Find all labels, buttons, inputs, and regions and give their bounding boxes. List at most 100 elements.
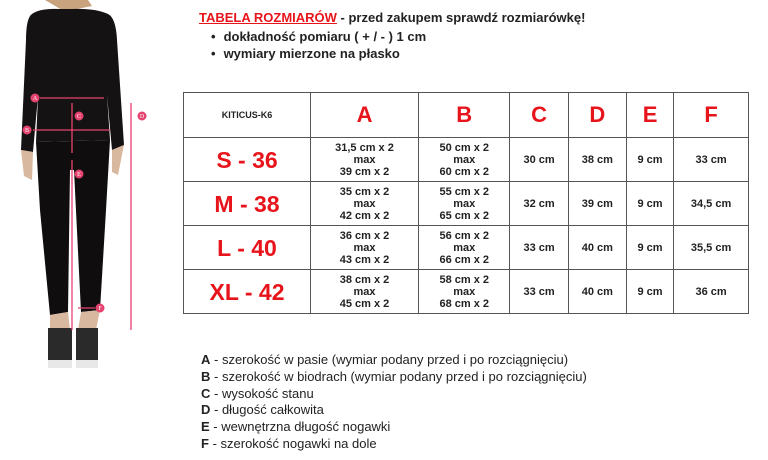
cell-line: 39 cm x 2 <box>339 165 390 178</box>
svg-text:C: C <box>77 114 81 120</box>
legend-text: - wewnętrzna długość nogawki <box>209 419 391 435</box>
marker-e <box>74 169 84 179</box>
cell-line: 45 cm x 2 <box>339 297 390 310</box>
cell-line: 55 cm x 2 <box>439 185 489 198</box>
table-row: L - 40 36 cm x 2 max 43 cm x 2 56 cm x 2 max 6… <box>183 225 749 270</box>
svg-text:F: F <box>98 306 102 312</box>
legend-item: C - wysokość stanu <box>201 386 587 403</box>
cell-b: 58 cm x 2 max 68 cm x 2 <box>418 269 511 314</box>
cell-f: 35,5 cm <box>673 225 749 270</box>
model-name: KITICUS-K6 <box>183 92 311 138</box>
marker-c <box>74 111 84 121</box>
cell-line: 58 cm x 2 <box>439 273 489 286</box>
legend-key: D <box>201 402 211 418</box>
size-label: XL - 42 <box>183 269 311 314</box>
cell-line: max <box>353 153 376 166</box>
size-label: M - 38 <box>183 181 311 226</box>
cell-c: 33 cm <box>509 225 569 270</box>
cell-d: 38 cm <box>567 137 627 182</box>
legend-text: - szerokość w biodrach (wymiar podany pr… <box>210 368 587 384</box>
sneaker-soles <box>48 360 98 368</box>
table-row: M - 38 35 cm x 2 max 42 cm x 2 55 cm x 2 max 6… <box>183 181 749 226</box>
legend-text: - długość całkowita <box>210 402 324 418</box>
col-a: A <box>309 92 420 138</box>
size-label: S - 36 <box>183 137 311 182</box>
cell-line: max <box>453 285 476 298</box>
measure-arrows <box>33 97 132 330</box>
cell-line: 31,5 cm x 2 <box>335 141 394 154</box>
cell-e: 9 cm <box>625 181 675 226</box>
leggings <box>36 140 110 315</box>
cell-b: 50 cm x 2 max 60 cm x 2 <box>418 137 511 182</box>
table-row: XL - 42 38 cm x 2 max 45 cm x 2 58 cm x 2 max… <box>183 269 749 314</box>
legend-key: E <box>201 419 210 435</box>
cell-line: max <box>353 285 376 298</box>
model-figure: A B C D E F <box>21 0 147 368</box>
legend-item: A - szerokość w pasie (wymiar podany prz… <box>201 352 587 369</box>
cell-line: max <box>353 241 376 254</box>
size-chart-title: TABELA ROZMIARÓW <box>199 10 337 25</box>
cell-c: 33 cm <box>509 269 569 314</box>
cell-a: 36 cm x 2 max 43 cm x 2 <box>309 225 420 270</box>
col-d: D <box>567 92 627 138</box>
table-header-row: KITICUS-K6 A B C D E F <box>183 92 749 138</box>
ankles <box>50 310 100 332</box>
cell-b: 55 cm x 2 max 65 cm x 2 <box>418 181 511 226</box>
cell-line: 50 cm x 2 <box>439 141 489 154</box>
cell-line: 38 cm x 2 <box>339 273 390 286</box>
hands <box>21 145 124 180</box>
cell-line: max <box>453 197 476 210</box>
bullet-accuracy: dokładność pomiaru ( + / - ) 1 cm <box>211 29 427 44</box>
legend-text: - szerokość nogawki na dole <box>208 435 377 451</box>
col-f: F <box>673 92 749 138</box>
legend-key: A <box>201 352 211 367</box>
cell-f: 36 cm <box>673 269 749 314</box>
cell-c: 32 cm <box>509 181 569 226</box>
legend-item: F - szerokość nogawki na dole <box>201 436 587 453</box>
bullet-flat: wymiary mierzone na płasko <box>211 46 400 61</box>
cell-e: 9 cm <box>625 225 675 270</box>
legend-item: E - wewnętrzna długość nogawki <box>201 419 587 436</box>
cell-line: 43 cm x 2 <box>339 253 390 266</box>
cell-line: 42 cm x 2 <box>339 209 390 222</box>
marker-f <box>95 303 105 313</box>
cell-d: 40 cm <box>567 269 627 314</box>
header-subtitle: - przed zakupem sprawdź rozmiarówkę! <box>336 10 586 25</box>
cell-line: 60 cm x 2 <box>439 165 489 178</box>
size-label: L - 40 <box>183 225 311 270</box>
cell-line: max <box>453 241 476 254</box>
sweater <box>21 8 124 152</box>
cell-line: 68 cm x 2 <box>439 297 489 310</box>
sneakers <box>48 328 98 368</box>
legend-key: F <box>201 435 209 451</box>
svg-text:B: B <box>25 128 29 134</box>
legend-key: C <box>201 385 211 401</box>
cell-line: max <box>453 153 476 166</box>
svg-text:E: E <box>77 172 81 178</box>
col-c: C <box>509 92 569 138</box>
cell-line: 36 cm x 2 <box>339 229 390 242</box>
header-title: TABELA ROZMIARÓW - przed zakupem sprawdź… <box>199 10 585 25</box>
legend-item: D - długość całkowita <box>201 402 587 419</box>
legend: A - szerokość w pasie (wymiar podany prz… <box>201 352 587 453</box>
legend-text: - szerokość w pasie (wymiar podany przed… <box>210 352 569 367</box>
cell-a: 38 cm x 2 max 45 cm x 2 <box>309 269 420 314</box>
cell-e: 9 cm <box>625 269 675 314</box>
cell-c: 30 cm <box>509 137 569 182</box>
cell-a: 35 cm x 2 max 42 cm x 2 <box>309 181 420 226</box>
cell-f: 33 cm <box>673 137 749 182</box>
cell-line: 35 cm x 2 <box>339 185 390 198</box>
cell-line: 56 cm x 2 <box>439 229 489 242</box>
cell-a: 31,5 cm x 2 max 39 cm x 2 <box>309 137 420 182</box>
cell-d: 40 cm <box>567 225 627 270</box>
cell-line: 65 cm x 2 <box>439 209 489 222</box>
size-table: KITICUS-K6 A B C D E F S - 36 31,5 cm x 2… <box>183 92 749 314</box>
col-e: E <box>625 92 675 138</box>
col-b: B <box>418 92 511 138</box>
cell-d: 39 cm <box>567 181 627 226</box>
svg-text:A: A <box>33 96 38 102</box>
marker-d <box>137 111 147 121</box>
legend-item: B - szerokość w biodrach (wymiar podany … <box>201 369 587 386</box>
legend-key: B <box>201 368 211 384</box>
cell-b: 56 cm x 2 max 66 cm x 2 <box>418 225 511 270</box>
